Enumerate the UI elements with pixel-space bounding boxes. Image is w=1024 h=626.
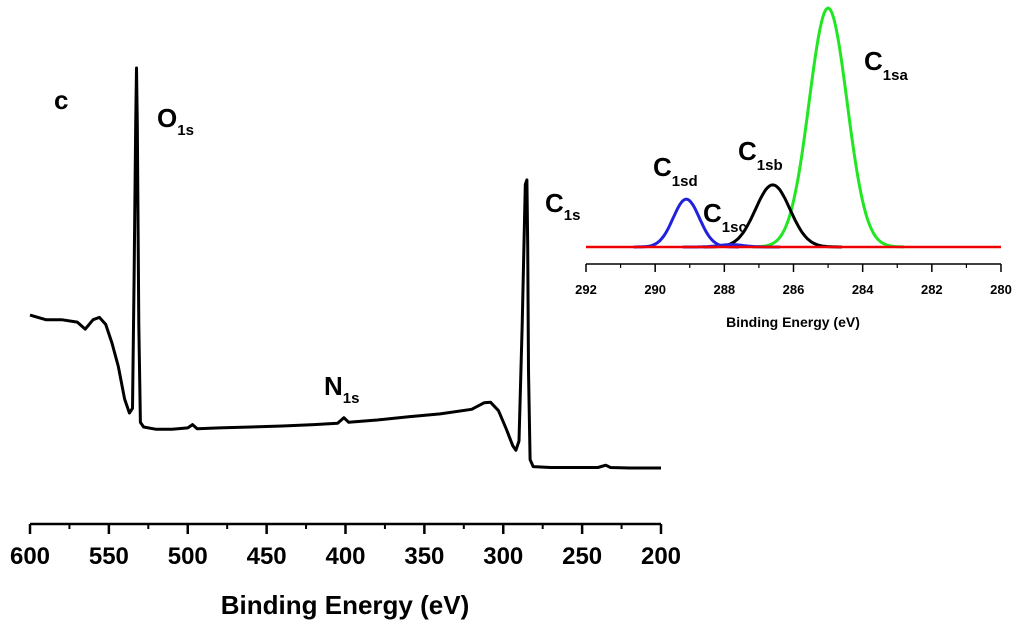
main-tick-label-200: 200 [641,543,681,570]
panel-label: c [54,85,68,115]
label-c1sd: C1sd [653,152,698,190]
inset-tick-label-280: 280 [990,282,1012,297]
main-tick-label-400: 400 [325,543,365,570]
label-c1sc: C1sc [703,198,747,236]
label-n1s: N1s [324,371,359,407]
label-o1s-main: O [157,103,177,133]
main-tick-label-600: 600 [10,543,50,570]
main-series-line-0 [29,66,661,470]
main-tick-label-300: 300 [483,543,523,570]
label-c1sb: C1sb [738,136,783,174]
inset-tick-label-282: 282 [921,282,943,297]
inset-series-c1sd [633,197,739,249]
main-tick-label-450: 450 [247,543,287,570]
main-panel: 600 550 500 450 400 350 300 250 200 Binding Ener… [10,66,681,620]
inset-tick-label-284: 284 [852,282,874,297]
inset-ticks: 292 290 288 286 284 282 280 [575,264,1012,297]
inset-series-c1sa [752,6,905,249]
label-c1s: C1s [545,188,580,224]
label-c1sd-main: C [653,152,672,182]
main-tick-label-350: 350 [404,543,444,570]
label-c1sc-main: C [703,198,722,228]
main-tick-label-250: 250 [562,543,602,570]
label-n1s-main: N [324,371,343,401]
label-n1s-sub: 1s [343,390,360,407]
label-c1s-main: C [545,188,564,218]
label-c1s-sub: 1s [564,207,581,224]
label-c1sb-main: C [738,136,757,166]
label-c1sb-sub: 1sb [757,157,783,174]
label-c1sd-sub: 1sd [672,173,698,190]
inset-tick-label-288: 288 [713,282,735,297]
inset-x-axis-title: Binding Energy (eV) [726,314,860,330]
label-c1sc-sub: 1sc [722,219,747,236]
inset-panel: 292 290 288 286 284 282 280 Binding Energy (eV… [575,6,1012,330]
inset-series-group [586,6,1001,249]
inset-tick-label-292: 292 [575,282,597,297]
inset-tick-label-290: 290 [644,282,666,297]
label-c1sa-main: C [864,46,883,76]
inset-series-c1sb [703,183,842,249]
main-series-group [29,66,661,470]
main-x-axis-title: Binding Energy (eV) [221,590,469,620]
main-tick-label-500: 500 [168,543,208,570]
label-c1sa-sub: 1sa [883,67,909,84]
main-ticks: 600 550 500 450 400 350 300 250 200 [10,524,681,570]
main-tick-label-550: 550 [89,543,129,570]
inset-tick-label-286: 286 [783,282,805,297]
label-o1s: O1s [157,103,194,139]
label-o1s-sub: 1s [177,122,194,139]
label-c1sa: C1sa [864,46,908,84]
